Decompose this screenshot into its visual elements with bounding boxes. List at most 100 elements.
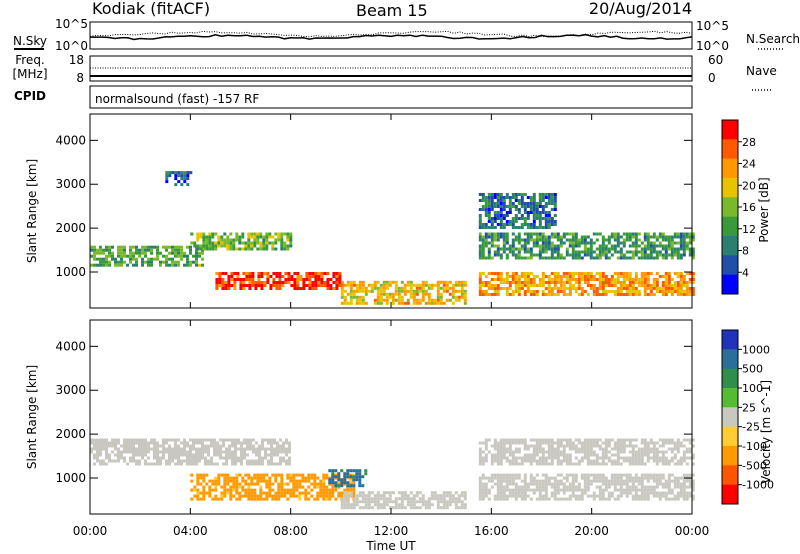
velocity-cell bbox=[622, 441, 626, 445]
colorbar-swatch bbox=[722, 158, 738, 179]
velocity-cell bbox=[550, 444, 554, 448]
power-cell bbox=[583, 275, 587, 278]
velocity-cell bbox=[361, 500, 365, 504]
velocity-cell bbox=[568, 456, 572, 460]
velocity-cell bbox=[580, 456, 584, 460]
velocity-cell bbox=[463, 491, 467, 495]
velocity-cell bbox=[343, 497, 347, 501]
velocity-cell bbox=[493, 476, 497, 480]
velocity-cell bbox=[439, 500, 443, 504]
power-cell bbox=[514, 199, 518, 202]
velocity-cell bbox=[622, 491, 626, 495]
velocity-cell bbox=[397, 497, 401, 501]
power-cell bbox=[436, 280, 440, 284]
velocity-cell bbox=[213, 462, 216, 466]
velocity-cell bbox=[376, 503, 380, 507]
power-cell bbox=[490, 196, 494, 199]
velocity-cell bbox=[628, 438, 632, 442]
power-cell bbox=[174, 251, 177, 255]
velocity-cell bbox=[499, 450, 503, 454]
power-cell bbox=[208, 247, 212, 251]
velocity-cell bbox=[400, 497, 404, 501]
velocity-cell bbox=[259, 476, 263, 480]
power-cell bbox=[673, 235, 677, 239]
power-cell bbox=[487, 226, 491, 229]
velocity-cell bbox=[298, 485, 302, 489]
velocity-cell bbox=[385, 491, 389, 495]
velocity-cell bbox=[598, 479, 602, 483]
velocity-cell bbox=[607, 456, 611, 460]
velocity-cell bbox=[261, 438, 264, 442]
power-cell bbox=[382, 286, 386, 290]
velocity-cell bbox=[240, 441, 243, 445]
velocity-cell bbox=[649, 456, 653, 460]
velocity-cell bbox=[117, 447, 120, 451]
velocity-cell bbox=[679, 485, 683, 489]
power-cell bbox=[332, 272, 336, 275]
power-cell bbox=[544, 226, 548, 229]
velocity-cell bbox=[265, 497, 269, 501]
velocity-cell bbox=[205, 473, 209, 477]
velocity-cell bbox=[586, 438, 590, 442]
velocity-cell bbox=[250, 491, 254, 495]
power-cell bbox=[280, 238, 284, 242]
velocity-cell bbox=[210, 438, 213, 442]
velocity-cell bbox=[159, 459, 162, 463]
power-cell bbox=[547, 220, 551, 223]
velocity-cell bbox=[237, 447, 240, 451]
velocity-cell bbox=[676, 459, 680, 463]
power-cell bbox=[487, 217, 491, 220]
power-cell bbox=[517, 217, 521, 220]
velocity-cell bbox=[490, 462, 494, 466]
velocity-cell bbox=[679, 476, 683, 480]
velocity-cell bbox=[280, 494, 284, 498]
power-cell bbox=[589, 272, 593, 275]
power-cell bbox=[478, 256, 482, 260]
velocity-cell bbox=[682, 444, 686, 448]
power-cell bbox=[565, 293, 569, 296]
power-cell bbox=[673, 284, 677, 287]
velocity-cell bbox=[183, 441, 186, 445]
power-cell bbox=[622, 281, 626, 284]
power-cell bbox=[487, 199, 491, 202]
velocity-cell bbox=[679, 459, 683, 463]
power-cell bbox=[177, 254, 180, 258]
velocity-cell bbox=[352, 484, 356, 488]
power-cell bbox=[427, 292, 431, 296]
power-cell bbox=[236, 275, 240, 278]
power-cell bbox=[338, 281, 342, 284]
power-cell bbox=[221, 278, 225, 281]
power-cell bbox=[535, 214, 539, 217]
power-cell bbox=[484, 281, 488, 284]
power-cell bbox=[670, 253, 674, 257]
power-cell bbox=[520, 244, 524, 248]
power-cell bbox=[511, 223, 515, 226]
velocity-cell bbox=[349, 494, 353, 498]
power-cell bbox=[487, 208, 491, 211]
power-cell bbox=[628, 232, 632, 236]
velocity-cell bbox=[232, 482, 236, 486]
velocity-cell bbox=[499, 462, 503, 466]
velocity-cell bbox=[358, 491, 362, 495]
velocity-cell bbox=[135, 441, 138, 445]
power-cell bbox=[580, 287, 584, 290]
velocity-cell bbox=[171, 459, 174, 463]
power-cell bbox=[511, 202, 515, 205]
velocity-cell bbox=[192, 438, 195, 442]
velocity-cell bbox=[538, 482, 542, 486]
velocity-cell bbox=[271, 473, 275, 477]
power-cell bbox=[245, 272, 249, 275]
velocity-cell bbox=[547, 476, 551, 480]
power-cell bbox=[559, 287, 563, 290]
power-cell bbox=[454, 295, 458, 299]
power-cell bbox=[661, 290, 665, 293]
velocity-cell bbox=[96, 459, 99, 463]
power-cell bbox=[253, 241, 257, 245]
velocity-cell bbox=[276, 450, 279, 454]
power-cell bbox=[217, 244, 221, 248]
power-cell bbox=[361, 289, 365, 293]
velocity-cell bbox=[643, 447, 647, 451]
power-cell bbox=[550, 290, 554, 293]
velocity-cell bbox=[445, 500, 449, 504]
velocity-cell bbox=[325, 473, 329, 477]
